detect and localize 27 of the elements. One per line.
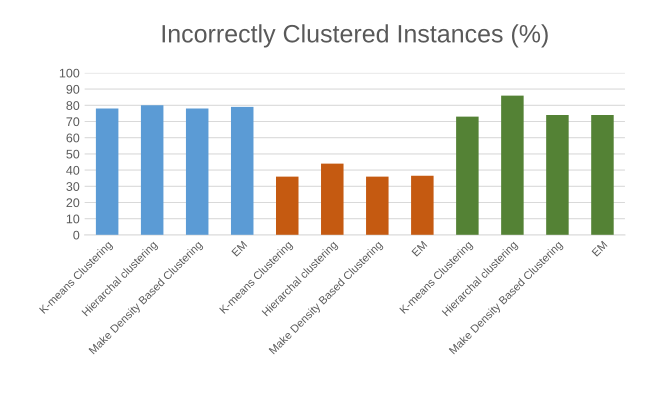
bar [456,116,479,235]
bar [591,115,614,235]
y-tick-label: 40 [66,166,80,175]
y-tick-label: 50 [66,150,80,159]
chart-title: Incorrectly Clustered Instances (%) [162,24,548,48]
y-tick-label: 70 [66,117,80,126]
x-tick-label: EM [592,240,608,257]
bar [186,108,208,235]
y-tick-label: 10 [66,214,80,224]
bar [366,176,389,235]
y-tick-label: 30 [66,182,80,191]
y-tick-label: 90 [66,84,80,94]
y-tick-label: 80 [66,101,80,110]
bar [230,106,254,235]
bar [96,108,118,235]
x-tick-label: EM [411,240,428,257]
x-tick-label: EM [231,240,248,257]
bar [546,115,569,235]
y-tick-label: 20 [66,198,80,208]
bar [501,96,524,235]
bar [411,176,434,235]
bar [276,176,299,235]
bar [140,105,164,235]
bar [321,164,344,235]
y-tick-label: 100 [60,68,80,78]
y-tick-label: 60 [66,134,80,142]
y-tick-label: 0 [73,230,80,240]
